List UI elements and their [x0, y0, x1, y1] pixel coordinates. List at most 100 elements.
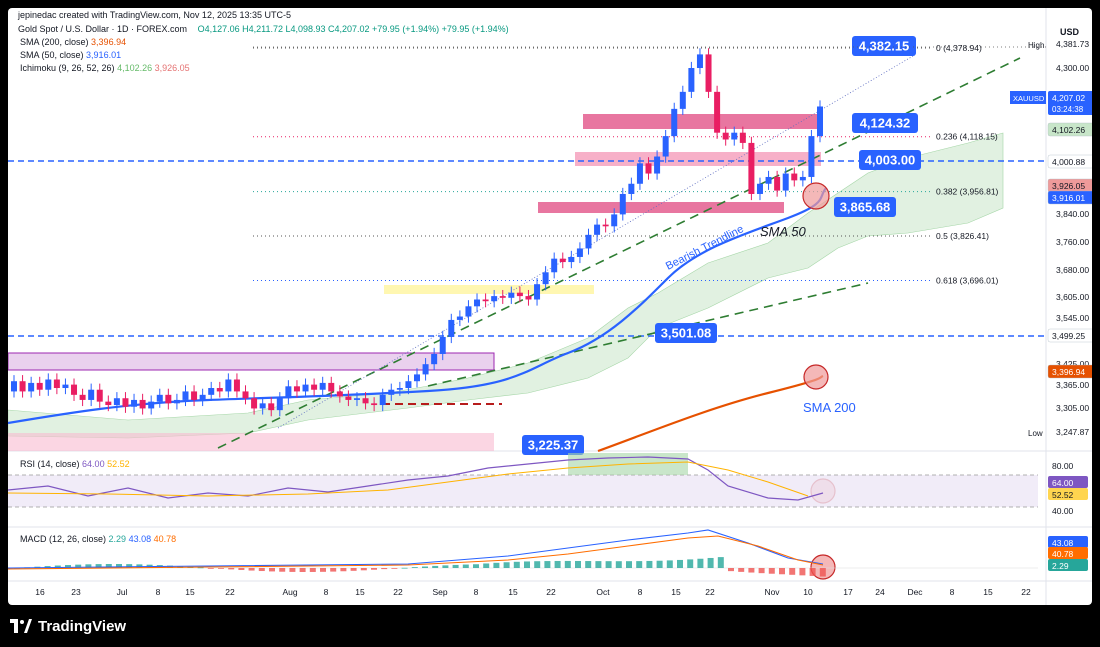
- candle-body: [311, 384, 318, 390]
- countdown-badge: 03:24:38: [1052, 105, 1084, 114]
- fib-label: 0 (4,378.94): [936, 43, 982, 53]
- macd-histogram-bar: [799, 568, 806, 576]
- macd-signal-line: [8, 535, 824, 570]
- candle-body: [431, 353, 438, 365]
- candle-body: [791, 173, 798, 181]
- macd-histogram-bar: [656, 560, 663, 568]
- candle-body: [182, 391, 189, 400]
- candle-body: [139, 399, 146, 409]
- candle-body: [722, 132, 729, 140]
- sma200-legend[interactable]: SMA (200, close) 3,396.94: [20, 37, 126, 47]
- candle-body: [491, 296, 498, 302]
- candle-body: [654, 156, 661, 174]
- candle-body: [276, 398, 283, 411]
- macd-histogram-bar: [289, 568, 296, 572]
- chart-svg[interactable]: 0 (4,378.94) 0.236 (4,118.15) 0.382 (3,956…: [8, 8, 1092, 605]
- macd-histogram-bar: [432, 565, 439, 568]
- macd-histogram-bar: [687, 559, 694, 568]
- sma200-label: SMA 200: [803, 400, 856, 415]
- time-axis-tick: 22: [1021, 587, 1031, 597]
- candle-body: [645, 163, 652, 174]
- macd-histogram-bar: [350, 568, 357, 571]
- macd-histogram-bar: [819, 568, 826, 577]
- rsi-badge-bg: [1048, 476, 1088, 488]
- chart-panel: jepinedac created with TradingView.com, …: [8, 8, 1092, 605]
- ichimoku-legend[interactable]: Ichimoku (9, 26, 52, 26) 4,102.26 3,926.…: [20, 63, 190, 73]
- time-axis-tick: Sep: [432, 587, 447, 597]
- macd-tick: 2.29: [1052, 561, 1069, 571]
- time-axis-tick: 22: [393, 587, 403, 597]
- zone-red-upper: [583, 114, 823, 129]
- candle-body: [499, 296, 506, 298]
- time-axis-tick: 15: [508, 587, 518, 597]
- macd-histogram-bar: [626, 561, 632, 568]
- price-callout-box: [655, 323, 717, 343]
- candle-body: [534, 284, 541, 300]
- candle-body: [165, 394, 172, 404]
- rsi-legend[interactable]: RSI (14, close) 64.00 52.52: [20, 459, 130, 469]
- macd-histogram-bar: [544, 561, 551, 568]
- candle-body: [122, 398, 129, 407]
- time-axis-tick: 15: [355, 587, 365, 597]
- current-price-badge-bg: [1048, 91, 1092, 115]
- symbol-title[interactable]: Gold Spot / U.S. Dollar · 1D · FOREX.com: [18, 24, 188, 34]
- candle-body: [396, 388, 403, 390]
- time-axis-tick: 15: [983, 587, 993, 597]
- candle-body: [748, 142, 755, 194]
- candle-body: [516, 292, 523, 297]
- candle-body: [345, 396, 352, 400]
- macd-histogram-bar: [299, 568, 306, 572]
- level-4000-badge-bg: [1047, 154, 1092, 169]
- time-axis-tick: 17: [843, 587, 853, 597]
- macd-histogram-bar: [105, 564, 112, 568]
- macd-histogram-bar: [748, 568, 755, 573]
- candle-body: [508, 292, 515, 298]
- price-callout-box: [852, 36, 916, 56]
- macd-histogram-bar: [779, 568, 785, 575]
- candle-body: [79, 394, 86, 400]
- candle-body: [551, 258, 558, 273]
- sma50-label: SMA 50: [760, 224, 807, 239]
- macd-legend-label: MACD (12, 26, close): [20, 534, 107, 544]
- macd-histogram-bar: [809, 568, 816, 576]
- macd-histogram-bar: [677, 559, 683, 568]
- macd-histogram-bar: [442, 565, 449, 568]
- candle-body: [353, 398, 360, 400]
- level-3499-badge: 3,499.25: [1052, 331, 1085, 341]
- macd-histogram-bar: [126, 564, 133, 568]
- ichimoku-a-badge-bg: [1047, 122, 1092, 137]
- macd-histogram-bar: [524, 561, 530, 568]
- candle-body: [319, 382, 326, 390]
- price-callout-label: 3,501.08: [661, 326, 712, 341]
- candle-body: [611, 214, 618, 227]
- rsi-tick: 80.00: [1052, 461, 1074, 471]
- sma50-legend-label: SMA (50, close): [20, 50, 84, 60]
- macd-histogram-bar: [636, 561, 643, 568]
- price-axis-tick: 3,545.00: [1056, 313, 1089, 323]
- sma50-legend[interactable]: SMA (50, close) 3,916.01: [20, 50, 121, 60]
- macd-histogram-bar: [493, 562, 500, 568]
- time-axis-tick: 8: [156, 587, 161, 597]
- macd-histogram-bar: [564, 560, 571, 568]
- candle-body: [28, 382, 35, 392]
- macd-histogram-bar: [707, 557, 714, 568]
- ichimoku-b-badge: 3,926.05: [1052, 181, 1085, 191]
- candle-body: [113, 398, 120, 406]
- low-label: Low: [1028, 429, 1043, 438]
- macd-histogram-bar: [513, 561, 520, 568]
- macd-histogram-bar: [738, 568, 745, 572]
- candle-body: [739, 132, 746, 143]
- macd-legend[interactable]: MACD (12, 26, close) 2.29 43.08 40.78: [20, 534, 176, 544]
- macd-histogram-bar: [534, 561, 541, 568]
- macd-histogram-bar: [207, 568, 214, 569]
- candle-body: [216, 388, 223, 392]
- macd-histogram-bar: [605, 561, 612, 568]
- macd-histogram-bar: [503, 562, 510, 568]
- macd-histogram-bar: [269, 568, 275, 572]
- macd-histogram-bar: [758, 568, 765, 574]
- candle-body: [191, 391, 198, 400]
- macd-histogram-bar: [248, 568, 255, 571]
- fib-label: 0.618 (3,696.01): [936, 275, 999, 285]
- high-label: High: [1028, 41, 1044, 50]
- price-axis-tick: 3,425.00: [1056, 359, 1089, 369]
